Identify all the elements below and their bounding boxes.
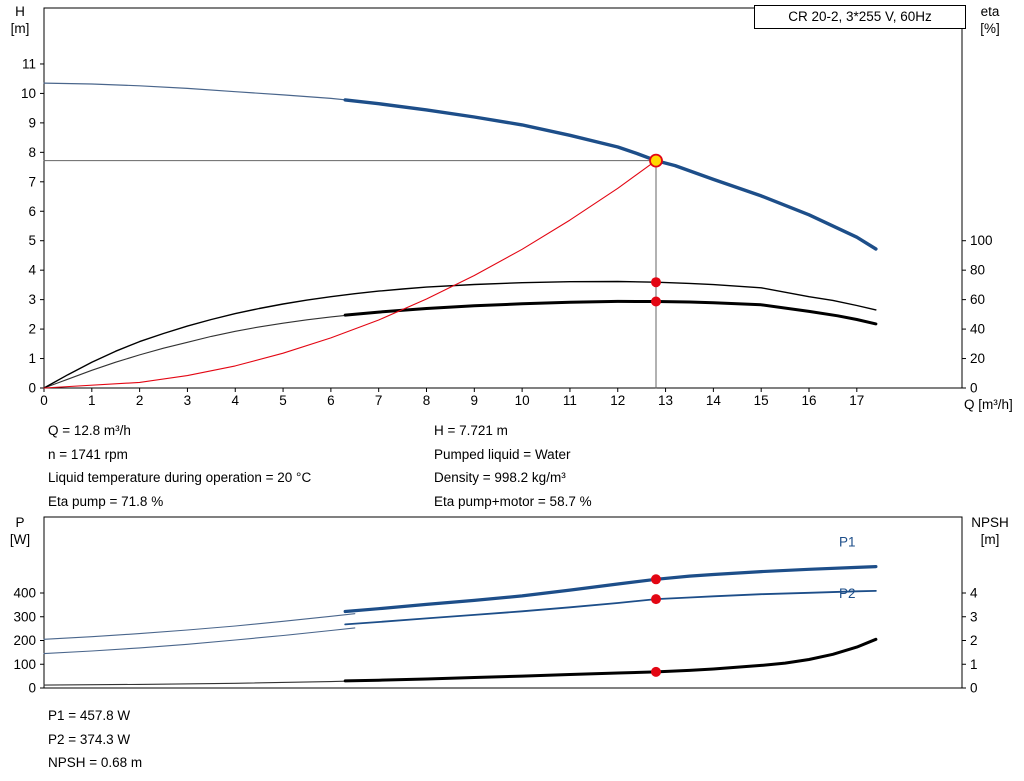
y-right-tick-label: 4	[970, 586, 978, 601]
y-right-tick-label: 80	[970, 263, 985, 278]
duty-liquid-temp-text: Liquid temperature during operation = 20…	[48, 470, 312, 485]
y-left-tick-label: 3	[28, 292, 36, 307]
y-left-tick-label: 0	[28, 681, 36, 696]
y-left-tick-label: 8	[28, 145, 36, 160]
pump-title: CR 20-2, 3*255 V, 60Hz	[788, 9, 932, 24]
y-left-tick-label: 10	[21, 86, 36, 101]
duty-p2-text: P2 = 374.3 W	[48, 731, 131, 747]
duty-info-right: H = 7.721 m Pumped liquid = Water Densit…	[434, 419, 592, 513]
duty-eta-pump-text: Eta pump = 71.8 %	[48, 493, 164, 509]
x-tick-label: 9	[471, 393, 479, 408]
eta-pump-curve	[43, 280, 877, 389]
npsh-curve	[343, 637, 878, 683]
y-right-tick-label: 1	[970, 657, 978, 672]
y-right-tick-label: 60	[970, 292, 985, 307]
p-axis-title-line1: P	[15, 515, 25, 530]
y-left-tick-label: 4	[28, 263, 36, 278]
duty-pumped-liquid-text: Pumped liquid = Water	[434, 446, 571, 462]
x-tick-label: 8	[423, 393, 431, 408]
duty-density-text: Density = 998.2 kg/m³	[434, 470, 566, 485]
x-tick-label: 0	[40, 393, 48, 408]
y-left-tick-label: 6	[28, 204, 36, 219]
x-tick-label: 10	[515, 393, 530, 408]
h-axis-title: H [m]	[0, 3, 40, 37]
x-tick-label: 16	[801, 393, 816, 408]
npsh-low-flow	[43, 680, 356, 686]
y-left-tick-label: 100	[13, 657, 36, 672]
p2-low-flow	[43, 627, 356, 655]
system-curve	[43, 160, 657, 389]
x-tick-label: 17	[849, 393, 864, 408]
y-left-tick-label: 300	[13, 609, 36, 624]
q-axis-title: Q [m³/h]	[964, 397, 1013, 412]
x-tick-label: 1	[88, 393, 96, 408]
y-right-tick-label: 2	[970, 633, 978, 648]
eta-pump-motor-duty-dot	[651, 296, 661, 307]
npsh-duty-dot	[651, 666, 661, 677]
y-right-tick-label: 0	[970, 681, 978, 696]
eta-axis-title-line1: eta	[980, 4, 1000, 19]
p-axis-title-line2: [W]	[9, 532, 31, 547]
duty-npsh-text: NPSH = 0.68 m	[48, 755, 143, 770]
duty-info-left: Q = 12.8 m³/h n = 1741 rpm Liquid temper…	[48, 419, 311, 513]
p-axis-title: P [W]	[0, 514, 40, 548]
eta-axis-title: eta [%]	[968, 3, 1012, 37]
x-tick-label: 7	[375, 393, 383, 408]
p1-duty-dot	[651, 574, 661, 585]
y-left-tick-label: 200	[13, 633, 36, 648]
duty-info-bottom: P1 = 457.8 W P2 = 374.3 W NPSH = 0.68 m	[48, 704, 142, 775]
y-left-tick-label: 2	[28, 322, 36, 337]
eta-pump-duty-dot	[651, 277, 661, 288]
x-tick-label: 11	[563, 393, 577, 408]
pump-title-box: CR 20-2, 3*255 V, 60Hz	[754, 5, 966, 29]
x-tick-label: 6	[327, 393, 335, 408]
series-label-p1: P1	[839, 535, 856, 550]
duty-point	[649, 153, 663, 168]
p2-curve	[344, 590, 877, 626]
x-tick-label: 14	[706, 393, 722, 408]
head-curve-low-flow	[43, 82, 356, 102]
y-right-tick-label: 40	[970, 322, 985, 337]
y-left-tick-label: 5	[28, 233, 36, 248]
y-left-tick-label: 1	[28, 351, 36, 366]
x-tick-label: 5	[279, 393, 287, 408]
npsh-axis-title: NPSH [m]	[964, 514, 1016, 548]
y-left-tick-label: 400	[13, 586, 36, 601]
head-curve	[343, 98, 878, 251]
y-right-tick-label: 20	[970, 351, 985, 366]
p1-curve	[343, 564, 878, 614]
eta-pump-motor-curve	[343, 299, 878, 326]
h-axis-title-line1: H	[15, 4, 25, 19]
series-label-p2: P2	[839, 586, 856, 601]
plot-border	[43, 516, 963, 689]
p1-low-flow	[43, 613, 356, 640]
x-tick-label: 2	[136, 393, 144, 408]
x-tick-label: 3	[184, 393, 192, 408]
npsh-axis-title-line1: NPSH	[971, 515, 1009, 530]
x-tick-label: 4	[231, 393, 239, 408]
eta-axis-title-line2: [%]	[980, 21, 1000, 36]
duty-head-text: H = 7.721 m	[434, 423, 508, 438]
npsh-axis-title-line2: [m]	[980, 532, 1000, 547]
y-right-tick-label: 100	[970, 233, 993, 248]
y-left-tick-label: 9	[28, 115, 36, 130]
x-tick-label: 13	[658, 393, 673, 408]
y-left-tick-label: 11	[22, 56, 36, 71]
duty-eta-pump-motor-text: Eta pump+motor = 58.7 %	[434, 493, 592, 509]
x-tick-label: 12	[610, 393, 625, 408]
plot-border	[43, 7, 963, 389]
h-axis-title-line2: [m]	[10, 21, 30, 36]
duty-flow-text: Q = 12.8 m³/h	[48, 423, 131, 438]
y-right-tick-label: 0	[970, 381, 978, 396]
y-right-tick-label: 3	[970, 609, 978, 624]
eta-pump-motor-low-flow	[43, 313, 356, 389]
duty-p1-text: P1 = 457.8 W	[48, 708, 131, 723]
p2-duty-dot	[651, 594, 661, 605]
y-left-tick-label: 7	[28, 174, 36, 189]
x-tick-label: 15	[754, 393, 769, 408]
duty-speed-text: n = 1741 rpm	[48, 446, 128, 462]
y-left-tick-label: 0	[28, 381, 36, 396]
